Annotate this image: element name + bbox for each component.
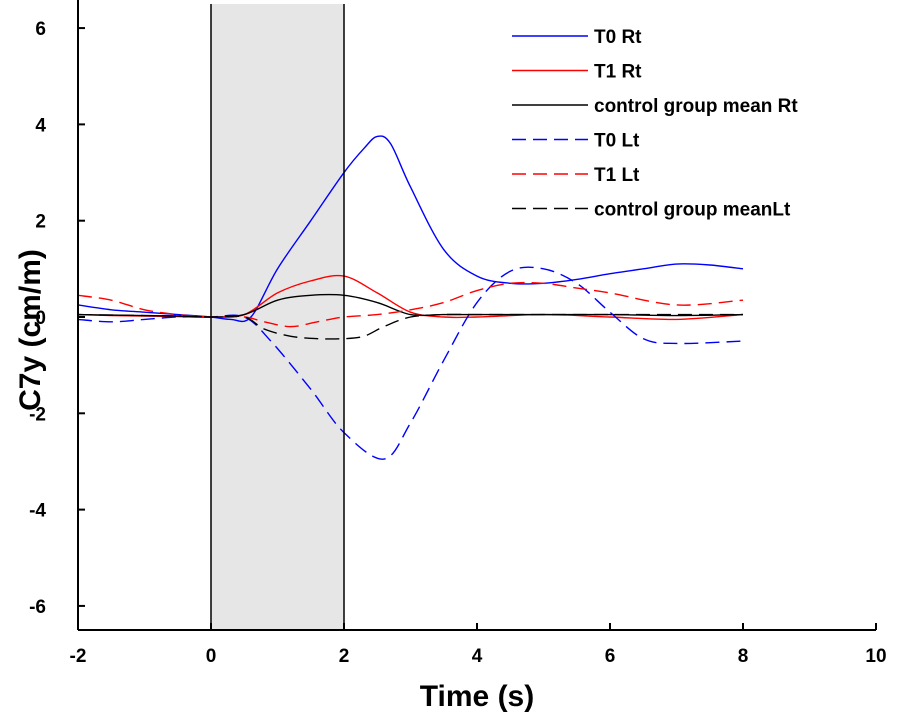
series-line-t0-rt <box>77 135 744 323</box>
x-tick-label: 10 <box>865 646 886 667</box>
y-tick-label: -2 <box>29 404 46 425</box>
series-line-t1-rt <box>77 274 744 321</box>
x-tick-label: 0 <box>206 646 217 667</box>
legend-label-t1-lt: T1 Lt <box>594 165 640 186</box>
x-tick-label: 6 <box>605 646 616 667</box>
x-tick-label: 8 <box>738 646 749 667</box>
legend-label-t0-rt: T0 Rt <box>594 27 642 48</box>
y-tick-label: 2 <box>35 212 46 233</box>
legend-label-t0-lt: T0 Lt <box>594 131 640 152</box>
y-tick-label: 0 <box>35 308 46 329</box>
legend-label-t1-rt: T1 Rt <box>594 62 642 83</box>
y-tick-label: -4 <box>29 501 46 522</box>
legend-label-control-group-mean-rt: control group mean Rt <box>594 96 798 117</box>
y-tick-label: 4 <box>35 115 46 136</box>
axes: -2 0 2 4 6 8 10 -6 -4 -2 0 2 4 6 <box>29 0 887 667</box>
y-axis-label: C7y (cm/m) <box>14 249 47 411</box>
legend-label-control-group-meanlt: control group meanLt <box>594 200 791 221</box>
series-line-control-group-mean-rt <box>77 293 744 318</box>
series-lines <box>77 135 744 460</box>
legend: T0 Rt T1 Rt control group mean Rt T0 Lt T1 L… <box>512 27 798 221</box>
series-line-control-group-meanlt <box>77 313 743 340</box>
x-tick-label: 2 <box>339 646 350 667</box>
x-tick-label: -2 <box>70 646 87 667</box>
x-tick-label: 4 <box>472 646 483 667</box>
series-line-t0-lt <box>77 266 744 460</box>
series-line-t1-lt <box>77 281 744 328</box>
y-tick-label: 6 <box>35 19 46 40</box>
x-axis-label: Time (s) <box>420 680 534 713</box>
y-tick-label: -6 <box>29 597 46 618</box>
